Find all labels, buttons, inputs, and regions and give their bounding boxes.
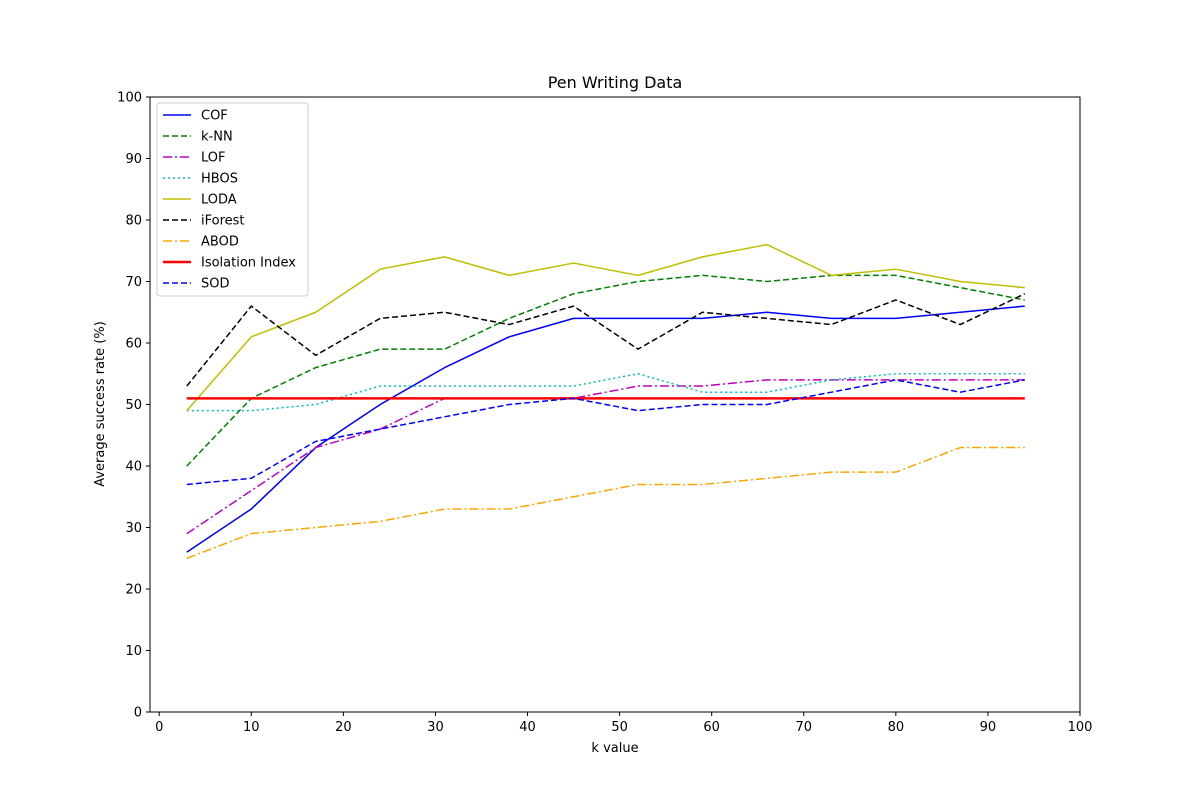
legend-label-abod: ABOD [201,235,239,250]
x-axis-label: k value [591,741,638,756]
x-tick-label: 60 [703,720,720,735]
x-tick-label: 40 [519,720,536,735]
legend-label-iforest: iForest [201,214,245,229]
y-tick-label: 10 [125,644,142,659]
series-line-iforest [186,293,1026,387]
y-tick-label: 90 [125,152,142,167]
y-tick-label: 20 [125,583,142,598]
x-tick-label: 100 [1068,720,1093,735]
y-axis: 0 10 20 30 40 50 60 70 80 90 100 [117,91,150,721]
series-line-lof [186,379,1025,535]
y-axis-label: Average success rate (%) [93,321,108,487]
x-tick-label: 0 [155,720,163,735]
y-tick-label: 70 [125,275,142,290]
legend-label-cof: COF [201,109,228,124]
legend-label-sod: SOD [201,277,230,292]
legend-label-k-nn: k-NN [201,130,233,145]
series-line-sod [186,379,1025,486]
legend-label-isolation-index: Isolation Index [201,256,296,271]
x-tick-label: 80 [888,720,905,735]
x-tick-label: 50 [611,720,628,735]
legend-label-hbos: HBOS [201,172,238,187]
y-tick-label: 30 [125,521,142,536]
y-tick-label: 0 [134,706,142,721]
x-tick-label: 20 [335,720,352,735]
y-tick-label: 100 [117,91,142,106]
series-line-cof [186,305,1025,553]
legend-box [156,102,309,297]
x-axis: 0 10 20 30 40 50 60 70 80 90 100 [155,712,1092,735]
y-tick-label: 40 [125,460,142,475]
x-tick-label: 90 [980,720,997,735]
series-line-k-nn [186,274,1025,467]
legend-label-loda: LODA [201,193,237,208]
y-tick-label: 80 [125,214,142,229]
x-tick-label: 70 [795,720,812,735]
y-tick-label: 50 [125,398,142,413]
plot-lines [186,243,1026,559]
series-line-loda [186,243,1025,412]
x-tick-label: 10 [243,720,260,735]
x-tick-label: 30 [427,720,444,735]
legend: COF k-NN LOF HBOS LODA iForest ABOD Isolation I… [156,102,309,297]
y-tick-label: 60 [125,337,142,352]
series-line-hbos [186,373,1025,412]
legend-label-lof: LOF [201,151,226,166]
series-line-abod [186,446,1025,559]
chart-title: Pen Writing Data [548,73,683,92]
